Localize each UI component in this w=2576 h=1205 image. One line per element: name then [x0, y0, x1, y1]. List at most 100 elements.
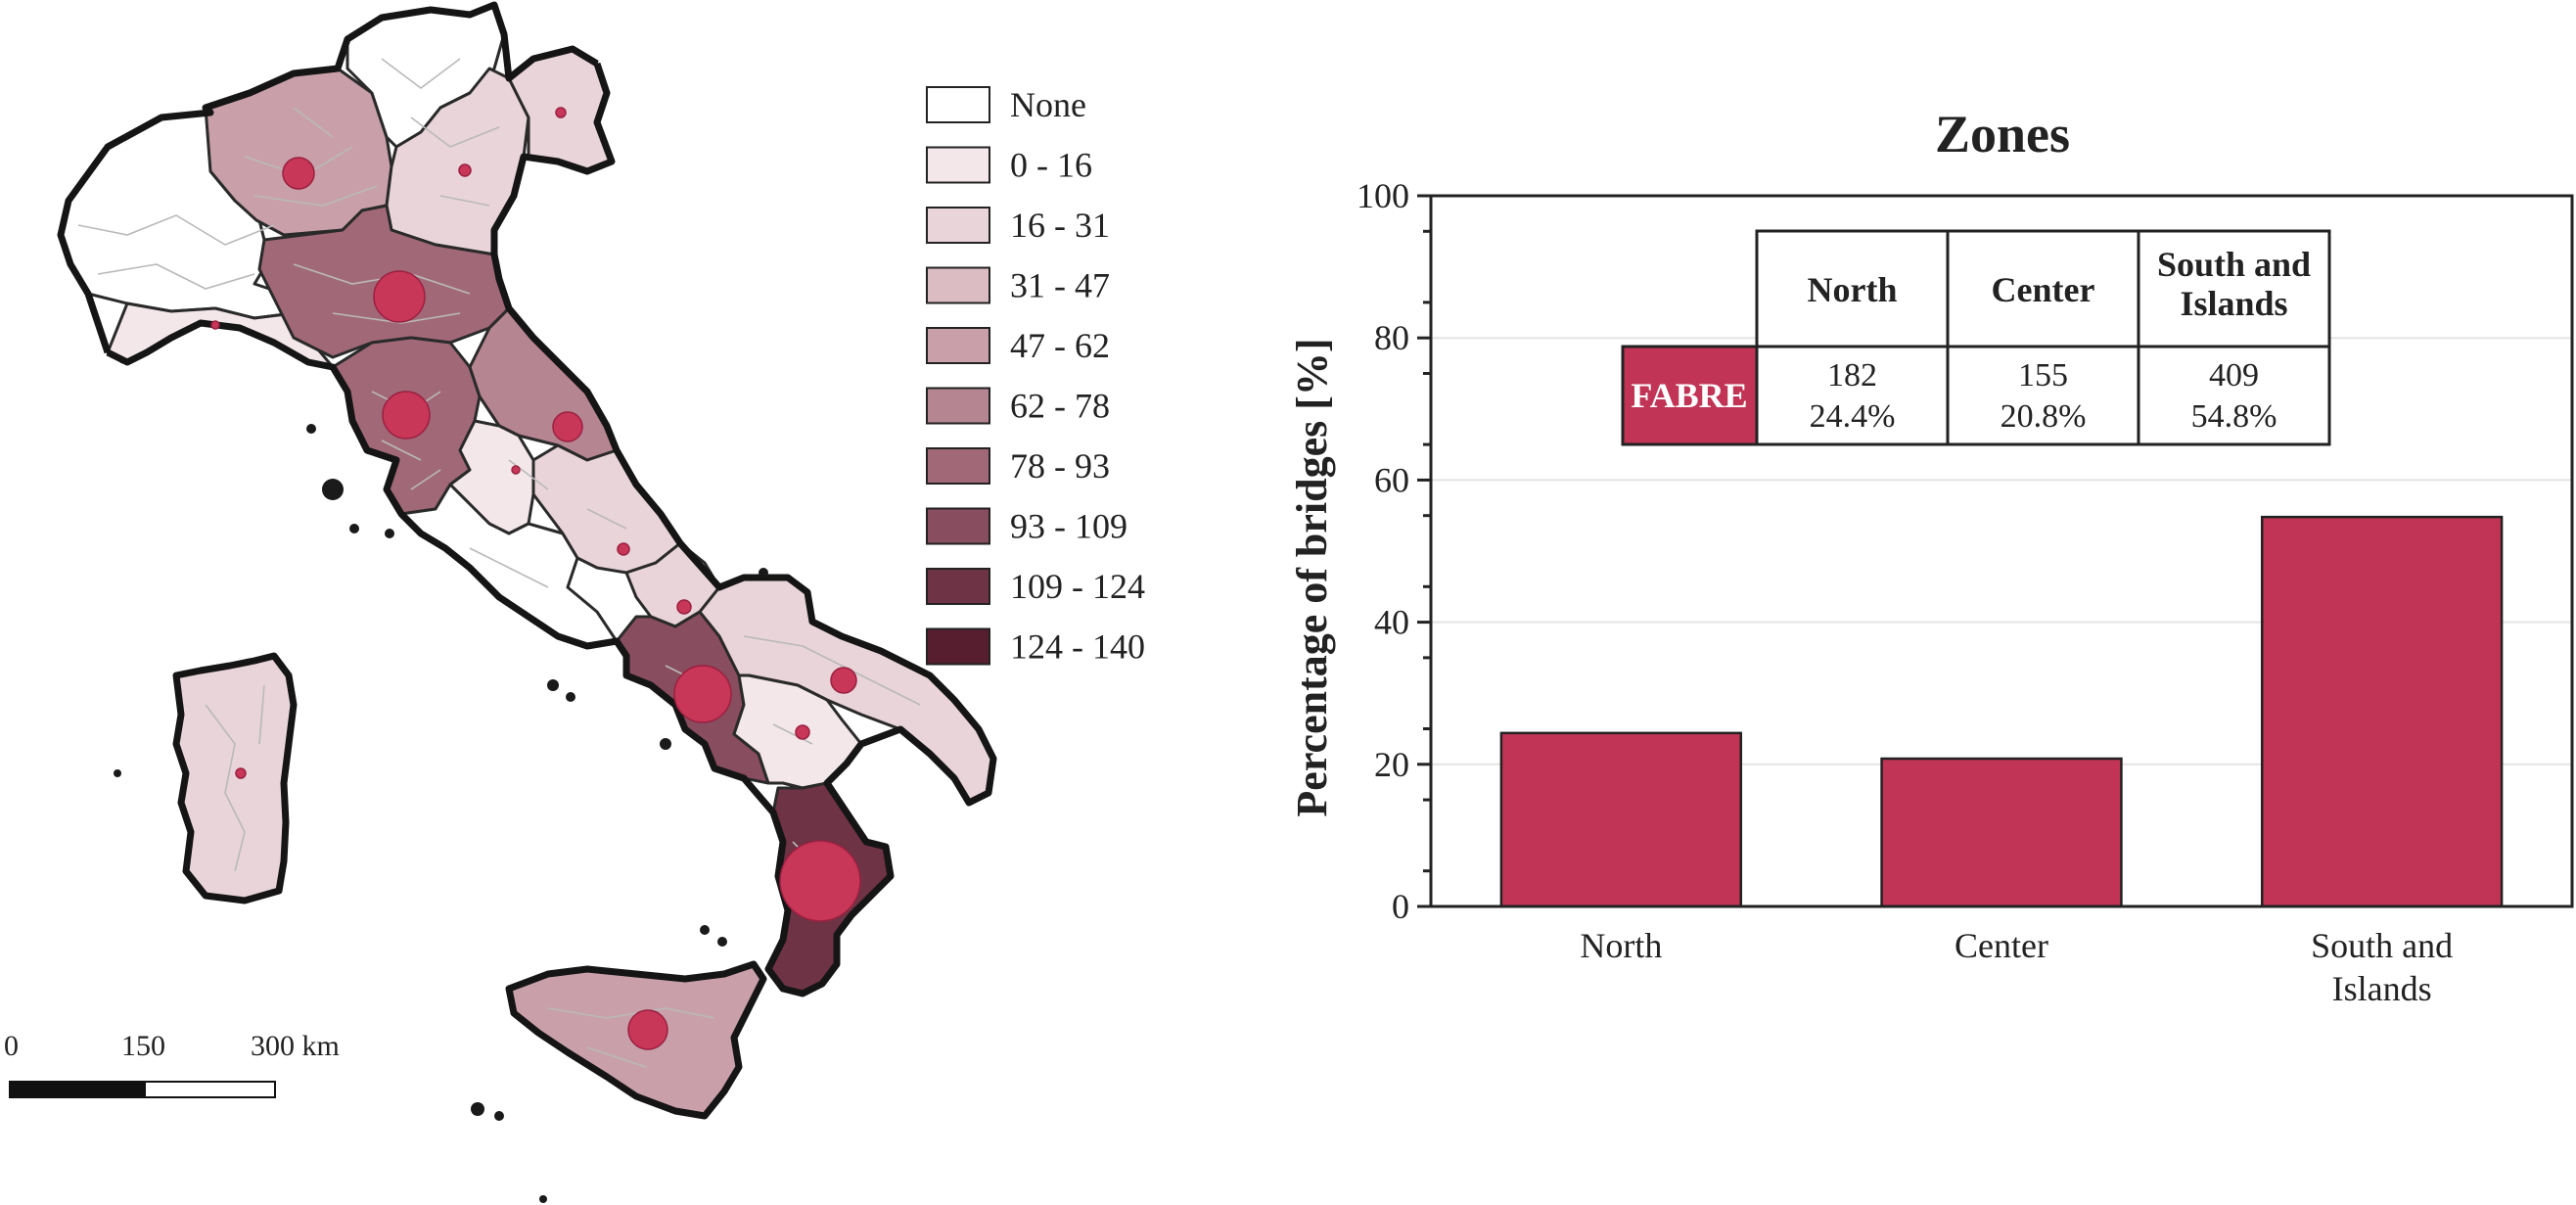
bubble-campania [673, 665, 732, 723]
island-lampedusa [539, 1195, 547, 1203]
table-header-south-and-islands: South and Islands [2157, 245, 2311, 323]
bubble-emilia-romagna [373, 270, 426, 323]
x-tick-labels: North Center South and Islands [1580, 926, 2453, 1008]
bar-chart: Zones Percentage of bridges [%] 0 20 40 60 8… [1288, 105, 2574, 1008]
bubble-molise [676, 599, 692, 615]
legend-swatch-0-16 [926, 146, 990, 184]
table-header-north: North [1808, 270, 1898, 309]
small-islands [114, 424, 768, 1203]
legend-swatch-62-78 [926, 387, 990, 425]
italy-map [57, 1, 997, 1203]
table-count-north: 182 [1827, 357, 1877, 394]
roads-northwest [77, 214, 275, 290]
island [306, 424, 316, 434]
x-tick-label-north: North [1580, 926, 1662, 965]
map-legend: None 0 - 16 16 - 31 31 - 47 47 - 62 62 - 78 78… [926, 85, 1145, 667]
bubble-friuli [555, 107, 567, 118]
legend-label-47-62: 47 - 62 [1010, 326, 1110, 365]
y-tick-label-0: 0 [1392, 887, 1409, 926]
legend-label-none: None [1010, 85, 1086, 124]
bubble-sicily [627, 1009, 668, 1050]
legend-swatch-78-93 [926, 447, 990, 485]
coastline-peninsula [106, 62, 997, 997]
bubble-veneto [458, 163, 472, 177]
table-count-center: 155 [2018, 357, 2068, 394]
bubbles [210, 107, 861, 1050]
x-tick-label-center: Center [1955, 926, 2048, 965]
y-tick-label-60: 60 [1374, 460, 1409, 499]
legend-swatch-16-31 [926, 207, 990, 244]
table-percent-north: 24.4% [1810, 398, 1896, 435]
table-count-south-and-islands: 409 [2209, 357, 2259, 394]
y-axis-label: Percentage of bridges [%] [1288, 338, 1336, 816]
bubble-lombardy [282, 157, 315, 190]
legend-swatch-47-62 [926, 327, 990, 364]
legend-swatch-none [926, 86, 990, 123]
island [566, 692, 575, 702]
y-tick-label-20: 20 [1374, 745, 1409, 784]
island [547, 679, 559, 691]
plot-frame [1429, 194, 2574, 908]
bubble-abruzzo [617, 542, 630, 556]
scalebar: 0 150 300 km [4, 1030, 340, 1098]
island [494, 1111, 504, 1121]
island [700, 925, 710, 935]
table-row-header-bg [1621, 345, 1759, 446]
scalebar-label-300: 300 km [251, 1030, 340, 1062]
scalebar-label-150: 150 [121, 1030, 165, 1062]
table-header-cell-south-and-islands [2137, 229, 2331, 348]
bars [1499, 515, 2504, 908]
legend-swatch-124-140 [926, 627, 990, 666]
bubble-calabria [779, 840, 861, 922]
table-row-header: FABRE [1631, 376, 1747, 415]
legend-label-93-109: 93 - 109 [1010, 507, 1127, 546]
legend-swatch-109-124 [926, 568, 990, 605]
island-elba [322, 479, 344, 500]
bubble-basilicata [795, 724, 810, 740]
coastline-north-border [57, 1, 599, 354]
x-tick-label-south-and-islands: South and Islands [2311, 926, 2453, 1008]
island [759, 568, 768, 578]
legend-label-16-31: 16 - 31 [1010, 206, 1110, 245]
coastline-sardinia [172, 652, 298, 904]
bubble-sardinia [235, 767, 247, 779]
legend-swatch-93-109 [926, 507, 990, 545]
coastline-sicily [505, 960, 767, 1120]
table-value-cell-south-and-islands [2137, 345, 2331, 446]
y-tick-label-40: 40 [1374, 603, 1409, 642]
roads-center [469, 459, 627, 588]
table-value-cell-center [1946, 345, 2140, 446]
scalebar-label-0: 0 [4, 1030, 19, 1062]
table-percent-south-and-islands: 54.8% [2191, 398, 2277, 435]
scalebar-black-segment [9, 1081, 146, 1098]
bubble-umbria [511, 465, 521, 475]
island [385, 529, 394, 538]
legend-label-78-93: 78 - 93 [1010, 446, 1110, 486]
bubble-tuscany [382, 391, 431, 440]
island [349, 524, 359, 533]
region-sardinia [174, 654, 296, 903]
legend-label-31-47: 31 - 47 [1010, 266, 1110, 305]
island [717, 937, 727, 947]
bubble-liguria [210, 320, 220, 330]
legend-label-62-78: 62 - 78 [1010, 387, 1110, 426]
chart-title: Zones [1935, 105, 2070, 163]
legend-label-124-140: 124 - 140 [1010, 627, 1145, 667]
legend-swatch-31-47 [926, 266, 990, 304]
table-header-cell-center [1946, 229, 2140, 348]
scalebar-white-segment [144, 1081, 276, 1098]
island-capri [660, 738, 671, 750]
table-percent-center: 20.8% [2001, 398, 2087, 435]
roads-sardinia [205, 684, 265, 872]
island [114, 769, 121, 777]
bar-center [1880, 757, 2123, 908]
data-table: FABRE North 182 24.4% Center 155 20.8% South an… [1621, 229, 2331, 446]
y-tick-label-80: 80 [1374, 318, 1409, 357]
bubble-marche [552, 411, 583, 442]
bar-south-and-islands [2260, 515, 2504, 908]
legend-label-109-124: 109 - 124 [1010, 567, 1145, 606]
y-tick-label-100: 100 [1357, 176, 1409, 215]
table-header-center: Center [1992, 270, 2095, 309]
bubble-apulia [830, 667, 857, 694]
